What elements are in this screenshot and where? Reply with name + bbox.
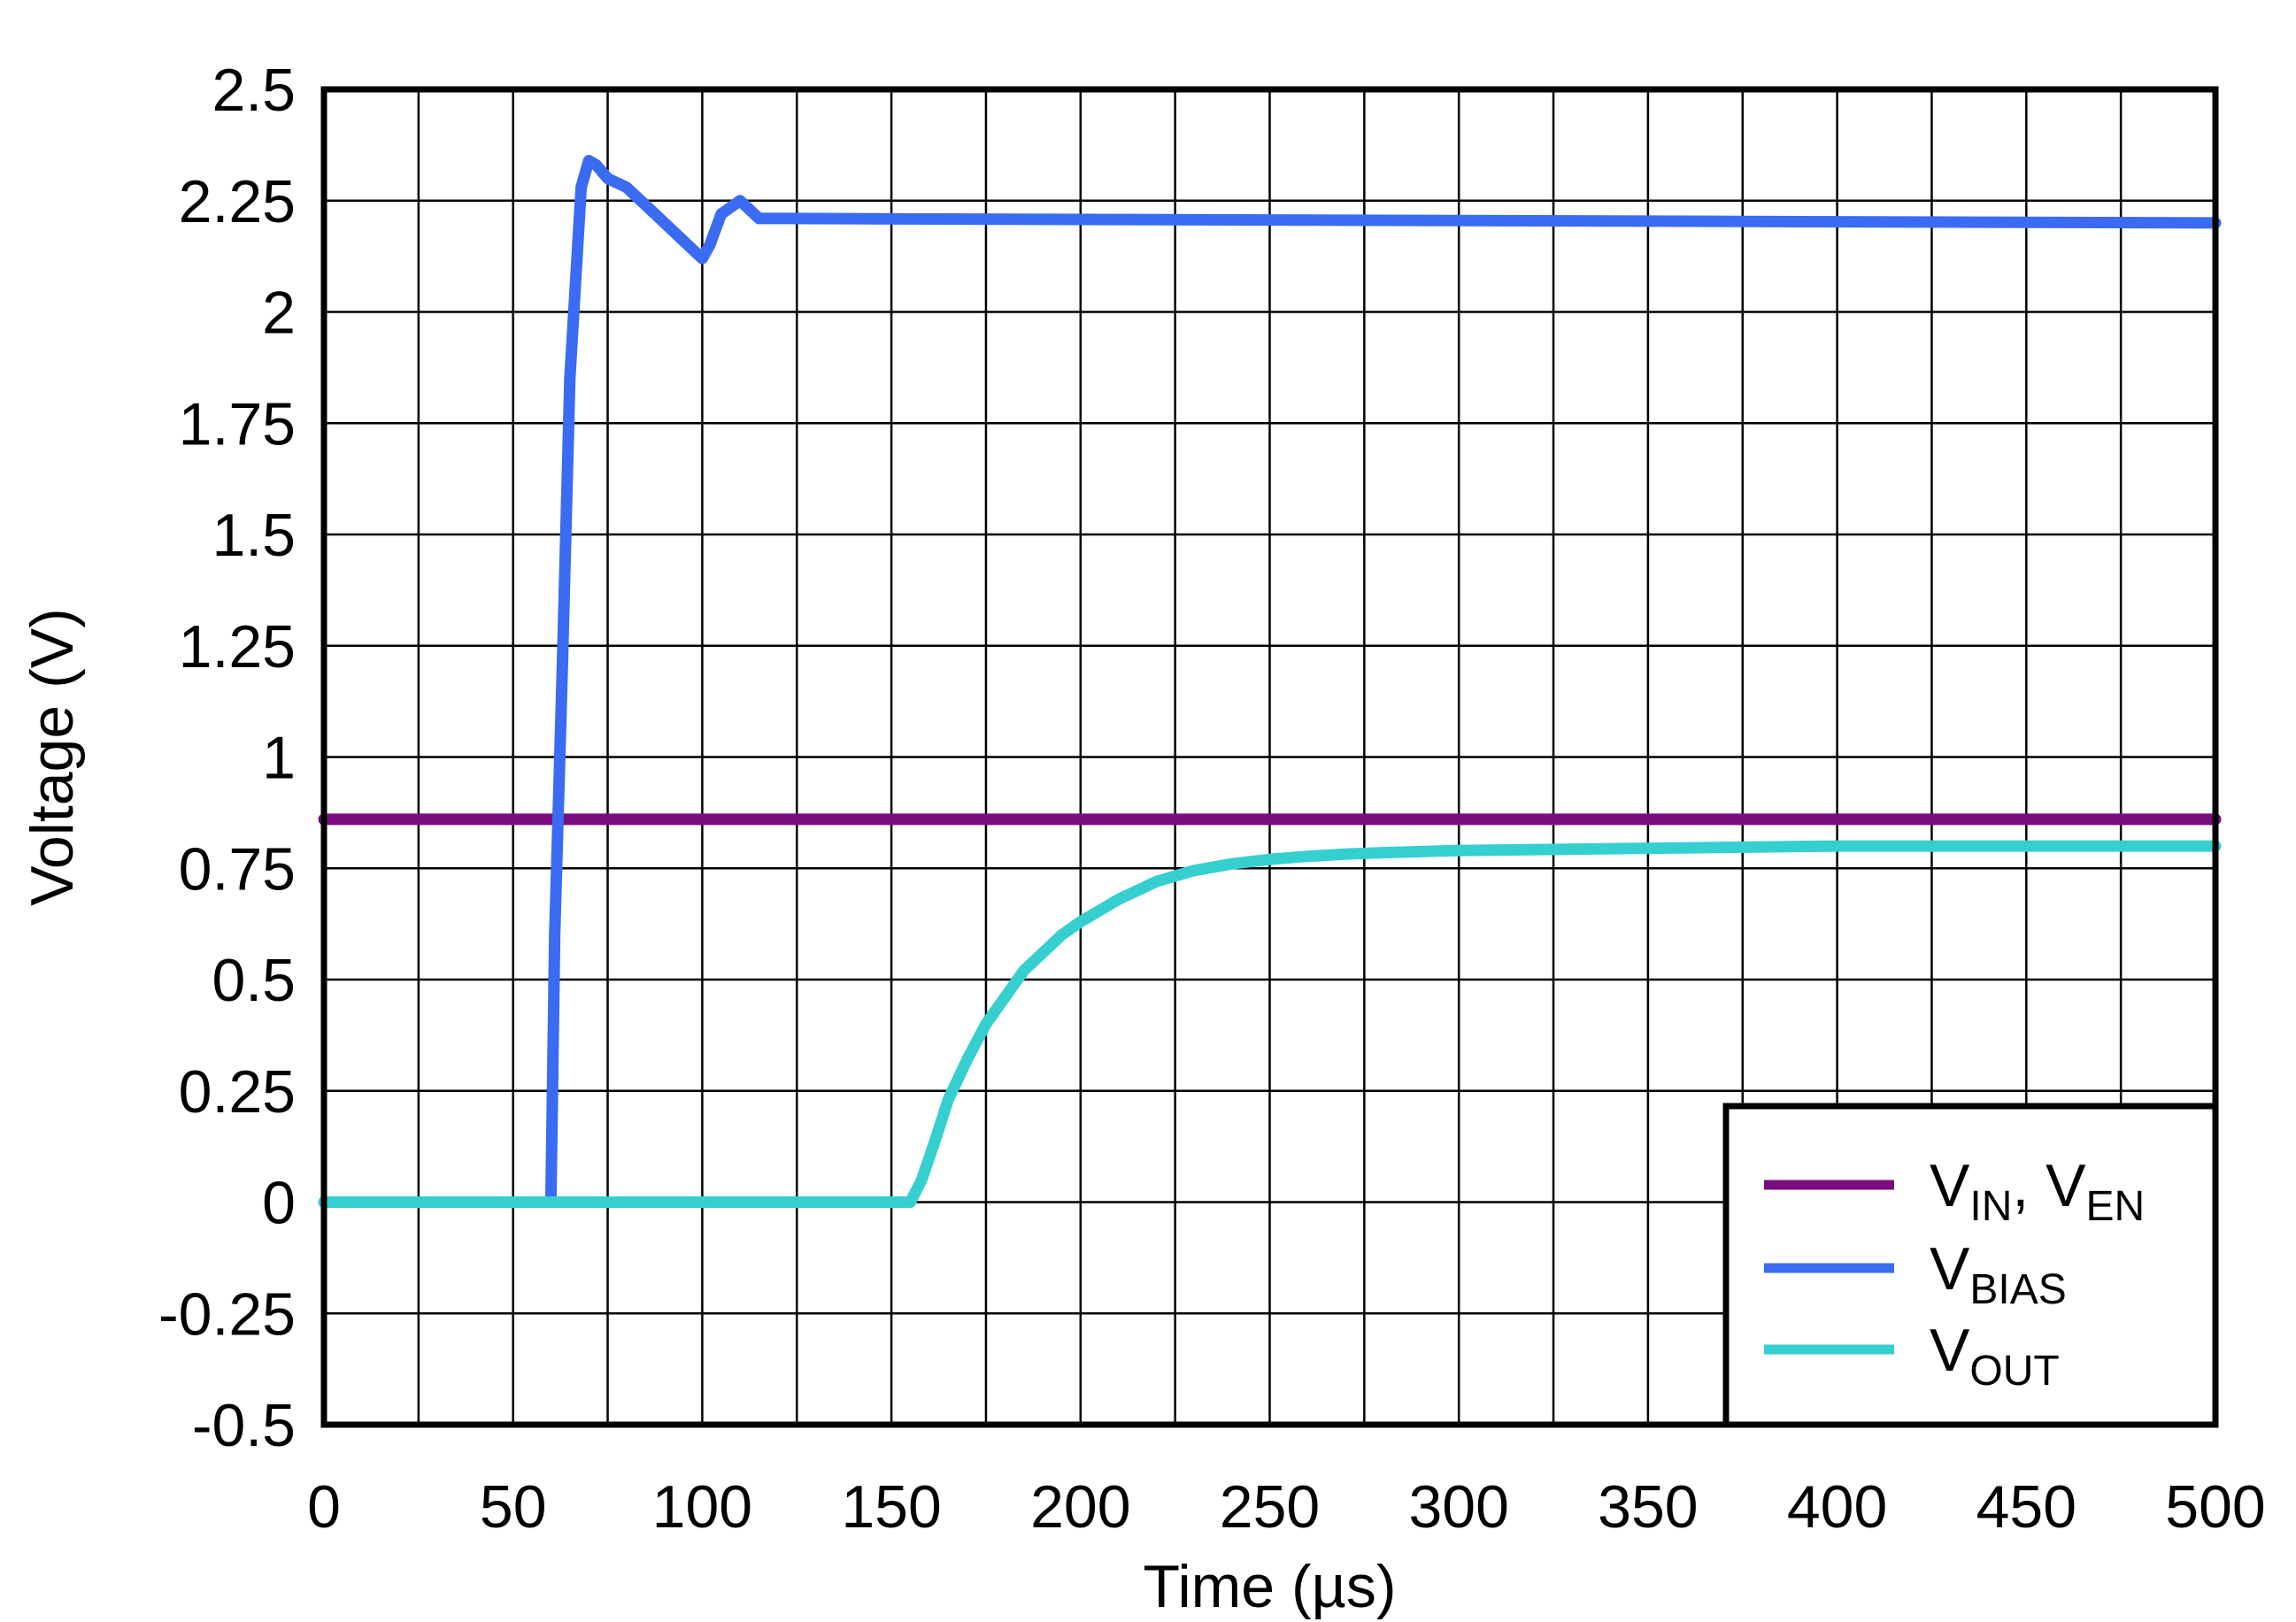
x-axis-title: Time (µs)	[1144, 1553, 1397, 1620]
y-tick-label: 1.25	[179, 613, 296, 680]
grid	[324, 89, 2215, 1425]
plot-frame	[320, 86, 2219, 1428]
legend-label-vin: VIN, VEN	[1930, 1152, 2145, 1230]
y-tick-label: 0.75	[179, 835, 296, 903]
x-tick-label: 350	[1598, 1473, 1698, 1541]
y-tick-label: 1.75	[179, 390, 296, 457]
y-tick-label: 0	[262, 1170, 296, 1237]
y-tick-label: 2	[262, 280, 296, 347]
series-line-vout	[318, 840, 2222, 1208]
legend-label-vout: VOUT	[1930, 1317, 2060, 1395]
y-tick-labels: 2.5 2.25 2 1.75 1.5 1.25 1 0.75 0.5 0.25 0 -0.25 -0.…	[158, 57, 296, 1459]
y-tick-label: -0.25	[158, 1280, 296, 1348]
x-tick-label: 500	[2165, 1473, 2265, 1541]
x-tick-label: 450	[1976, 1473, 2076, 1541]
x-tick-label: 400	[1787, 1473, 1887, 1541]
x-tick-label: 200	[1030, 1473, 1130, 1541]
series-line-vbias	[318, 155, 2222, 1208]
legend-label-vbias: VBIAS	[1930, 1235, 2067, 1313]
y-tick-label: 0.25	[179, 1058, 296, 1126]
y-tick-label: -0.5	[192, 1392, 296, 1459]
y-tick-label: 1	[262, 725, 296, 792]
x-tick-label: 0	[307, 1473, 341, 1541]
x-tick-label: 250	[1220, 1473, 1320, 1541]
x-tick-label: 50	[480, 1473, 547, 1541]
y-tick-label: 0.5	[212, 947, 296, 1014]
series-lines	[318, 155, 2222, 1208]
y-tick-label: 1.5	[212, 502, 296, 569]
x-tick-label: 150	[841, 1473, 941, 1541]
x-tick-label: 100	[652, 1473, 752, 1541]
x-tick-labels: 0 50 100 150 200 250 300 350 400 450 500	[307, 1473, 2266, 1541]
x-tick-label: 300	[1408, 1473, 1508, 1541]
y-axis-title: Voltage (V)	[19, 608, 86, 905]
y-tick-label: 2.5	[212, 57, 296, 124]
y-tick-label: 2.25	[179, 168, 296, 235]
